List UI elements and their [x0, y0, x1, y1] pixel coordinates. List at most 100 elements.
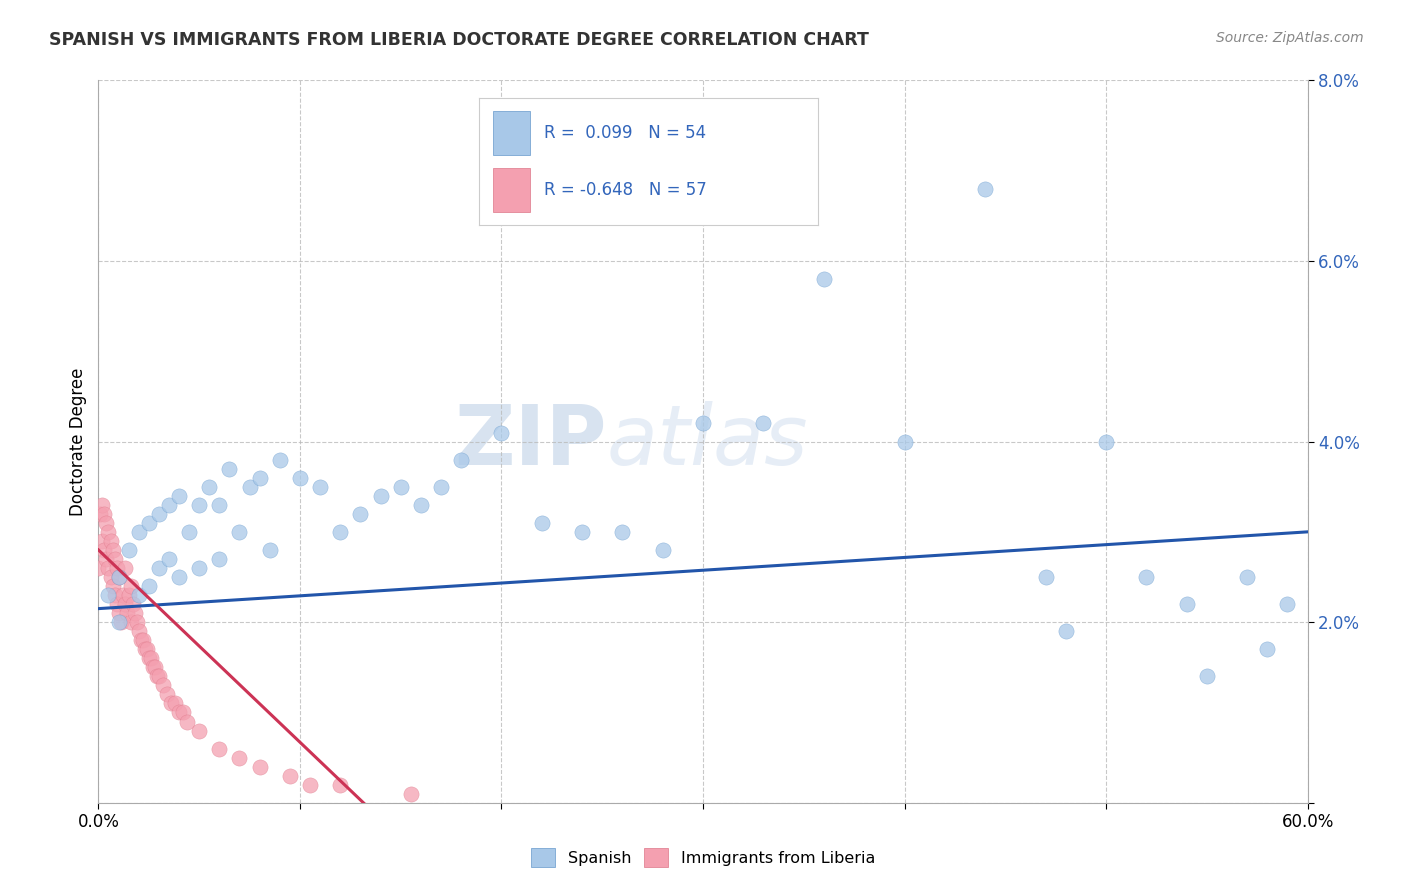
Point [91, 533, 114, 548]
Point [208, 741, 231, 756]
Point [692, 417, 714, 431]
Point [138, 579, 160, 593]
Point [249, 471, 271, 485]
Point [1277, 597, 1299, 611]
Point [269, 452, 291, 467]
Point [132, 633, 155, 648]
Point [1256, 642, 1278, 657]
Point [208, 552, 231, 566]
Point [389, 480, 412, 494]
Point [1175, 597, 1198, 611]
Point [530, 516, 553, 530]
Point [93, 542, 115, 557]
Point [91, 498, 114, 512]
Point [110, 615, 132, 630]
Point [450, 452, 472, 467]
Point [87, 561, 110, 575]
Point [148, 507, 170, 521]
Point [97, 561, 120, 575]
Point [125, 615, 148, 630]
Point [128, 588, 150, 602]
Point [97, 588, 120, 602]
Point [93, 507, 115, 521]
Point [96, 552, 118, 566]
Point [128, 524, 150, 539]
Point [146, 669, 169, 683]
Point [105, 597, 128, 611]
Point [157, 552, 180, 566]
Point [1135, 570, 1157, 584]
Point [128, 624, 150, 639]
Point [288, 471, 311, 485]
Point [121, 597, 143, 611]
Point [259, 542, 281, 557]
Point [249, 760, 271, 774]
Point [157, 498, 180, 512]
Point [107, 606, 129, 620]
Point [120, 579, 142, 593]
Point [139, 651, 162, 665]
Point [100, 570, 122, 584]
Point [974, 181, 997, 195]
Point [612, 524, 634, 539]
Point [349, 507, 371, 521]
Point [103, 588, 125, 602]
Point [160, 697, 183, 711]
Point [156, 687, 179, 701]
Point [188, 498, 211, 512]
Point [752, 417, 775, 431]
Point [101, 579, 124, 593]
Point [176, 714, 198, 729]
Point [370, 489, 392, 503]
Point [329, 524, 352, 539]
Point [1054, 624, 1077, 639]
Point [491, 425, 513, 440]
Point [134, 642, 156, 657]
Point [163, 697, 186, 711]
Y-axis label: Doctorate Degree: Doctorate Degree [69, 368, 87, 516]
Point [114, 597, 136, 611]
Point [97, 524, 120, 539]
Point [138, 516, 160, 530]
Point [100, 533, 122, 548]
Text: atlas: atlas [606, 401, 808, 482]
Point [228, 524, 250, 539]
Point [143, 660, 166, 674]
Point [148, 561, 170, 575]
Point [218, 461, 240, 475]
Point [399, 787, 422, 801]
Point [107, 570, 129, 584]
Point [299, 778, 322, 792]
Point [118, 588, 141, 602]
Point [120, 615, 142, 630]
Point [651, 542, 673, 557]
Point [107, 615, 129, 630]
Point [1035, 570, 1057, 584]
Point [148, 669, 170, 683]
Point [167, 489, 190, 503]
Point [893, 434, 915, 449]
Point [135, 642, 157, 657]
Point [152, 678, 174, 692]
Text: SPANISH VS IMMIGRANTS FROM LIBERIA DOCTORATE DEGREE CORRELATION CHART: SPANISH VS IMMIGRANTS FROM LIBERIA DOCTO… [49, 31, 869, 49]
Point [430, 480, 453, 494]
Point [115, 606, 138, 620]
Point [103, 552, 125, 566]
Point [107, 570, 129, 584]
Point [96, 516, 118, 530]
Point [129, 633, 152, 648]
Point [228, 750, 250, 764]
Point [167, 706, 190, 720]
Point [329, 778, 352, 792]
Point [89, 507, 111, 521]
Point [124, 606, 146, 620]
Legend: Spanish, Immigrants from Liberia: Spanish, Immigrants from Liberia [531, 847, 875, 867]
Point [278, 769, 301, 783]
Point [118, 542, 141, 557]
Point [188, 561, 211, 575]
Point [105, 561, 128, 575]
Point [239, 480, 262, 494]
Point [409, 498, 432, 512]
Point [1095, 434, 1118, 449]
Point [188, 723, 211, 738]
